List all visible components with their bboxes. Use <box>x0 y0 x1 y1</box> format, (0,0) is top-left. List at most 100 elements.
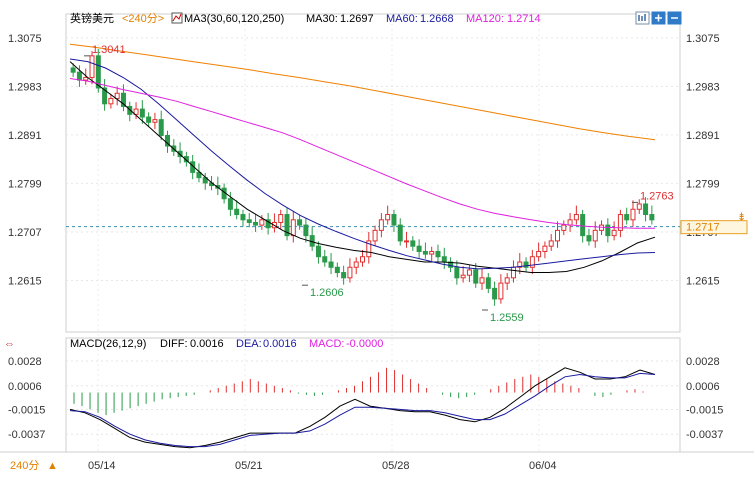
candle <box>165 134 170 147</box>
diff-legend-label: DIFF: <box>160 338 188 350</box>
macd-y-tick-label: -0.0037 <box>686 429 723 441</box>
candle <box>466 269 472 276</box>
candle <box>297 219 303 226</box>
candle <box>561 224 567 231</box>
annotation-label: 1.2763 <box>640 190 674 202</box>
y-tick-label: 1.3075 <box>686 33 720 45</box>
ma-legend-box-icon <box>171 12 183 24</box>
candle <box>158 119 164 136</box>
macd-y-tick-label: -0.0015 <box>686 404 723 416</box>
candle <box>429 250 435 255</box>
x-grid <box>97 14 540 452</box>
y-tick-label: 1.2707 <box>8 227 42 239</box>
candle <box>183 156 189 163</box>
candle <box>378 219 384 231</box>
ma-line-ma60 <box>69 58 656 270</box>
ma-indicator-label: MA3(30,60,120,250) <box>184 13 284 25</box>
candle <box>492 287 498 300</box>
candle <box>573 214 579 221</box>
macd-y-tick-label: 0.0028 <box>8 356 42 368</box>
macd-line-diff <box>69 367 656 449</box>
candle <box>529 256 535 268</box>
main-grid <box>66 37 680 281</box>
candle <box>586 235 592 242</box>
candle <box>385 214 391 221</box>
macd-y-tick-label: -0.0037 <box>8 429 45 441</box>
ma-line-ma120 <box>69 78 655 229</box>
macd-line-dea <box>69 372 656 448</box>
candle <box>397 224 403 242</box>
macd-legend: ⇔ MACD(26,12,9) DIFF: 0.0016 DEA: 0.0016… <box>4 338 383 350</box>
candle <box>259 219 265 226</box>
candle <box>605 224 611 237</box>
y-tick-label: 1.2891 <box>8 130 42 142</box>
candle <box>548 240 554 247</box>
price-marker-icon: ⇟ <box>737 212 746 224</box>
ma-line-ma250 <box>69 43 656 141</box>
period-button-label: 240分 <box>10 459 39 472</box>
macd-legend-label: MACD: <box>309 338 344 350</box>
candle <box>253 221 259 226</box>
y-tick-label: 1.3075 <box>8 33 42 45</box>
current-price-text: 1.2717 <box>686 222 720 234</box>
candle <box>360 256 365 263</box>
zoom-in-icon <box>655 14 662 22</box>
y-tick-label: 1.2799 <box>686 178 720 190</box>
candle <box>542 245 548 252</box>
candle <box>108 98 114 105</box>
zoom-out-button[interactable] <box>667 11 682 25</box>
candle <box>133 108 139 115</box>
candle-chart-button[interactable] <box>635 11 650 25</box>
ma120-legend-value: 1.2714 <box>507 13 541 25</box>
candle <box>435 250 441 258</box>
macd-y-axis-right: 0.0028 0.0006 -0.0015 -0.0037 <box>686 356 723 441</box>
candle <box>454 266 460 279</box>
y-tick-label: 1.2615 <box>686 275 720 287</box>
ma120-legend-label: MA120: <box>466 13 504 25</box>
macd-y-tick-label: 0.0028 <box>686 356 720 368</box>
candle <box>636 203 642 210</box>
candle <box>366 240 372 258</box>
candle <box>196 171 202 179</box>
candle <box>580 214 586 237</box>
x-tick-label: 05/21 <box>235 460 263 472</box>
y-tick-label: 1.2615 <box>8 275 42 287</box>
candle <box>227 198 233 210</box>
candle <box>341 272 347 279</box>
candle <box>83 76 89 81</box>
toolbar <box>635 11 682 25</box>
ma30-legend-label: MA30: <box>306 13 338 25</box>
candle <box>517 261 523 268</box>
candle <box>536 250 542 258</box>
main-chart-frame <box>65 13 681 333</box>
ma-line-ma30 <box>69 61 656 273</box>
candle <box>177 150 183 158</box>
x-tick-label: 06/04 <box>529 460 557 472</box>
zoom-in-button[interactable] <box>651 11 666 25</box>
annotation-label: 1.3041 <box>92 44 126 56</box>
candle <box>617 214 623 231</box>
candle <box>555 229 560 242</box>
period-selector-button[interactable]: 240分 ▲ <box>10 459 58 472</box>
candle <box>504 277 510 284</box>
candle <box>592 229 598 242</box>
macd-settings-icon[interactable]: ⇔ <box>4 338 15 350</box>
candle <box>152 119 158 123</box>
y-tick-label: 1.2983 <box>8 81 42 93</box>
y-tick-label: 1.2983 <box>686 81 720 93</box>
candle <box>246 219 252 223</box>
candle <box>404 240 410 243</box>
candle <box>630 208 636 221</box>
annotation-label: 1.2559 <box>490 312 524 324</box>
macd-y-axis-left: 0.0028 0.0006 -0.0015 -0.0037 <box>8 356 45 441</box>
macd-legend-value: -0.0000 <box>346 338 383 350</box>
macd-indicator-label: MACD(26,12,9) <box>70 338 146 350</box>
candle <box>334 266 340 274</box>
candle <box>102 87 108 105</box>
candle <box>240 214 246 221</box>
candle <box>76 71 82 81</box>
ma30-legend-value: 1.2697 <box>340 13 374 25</box>
candle <box>120 92 126 107</box>
